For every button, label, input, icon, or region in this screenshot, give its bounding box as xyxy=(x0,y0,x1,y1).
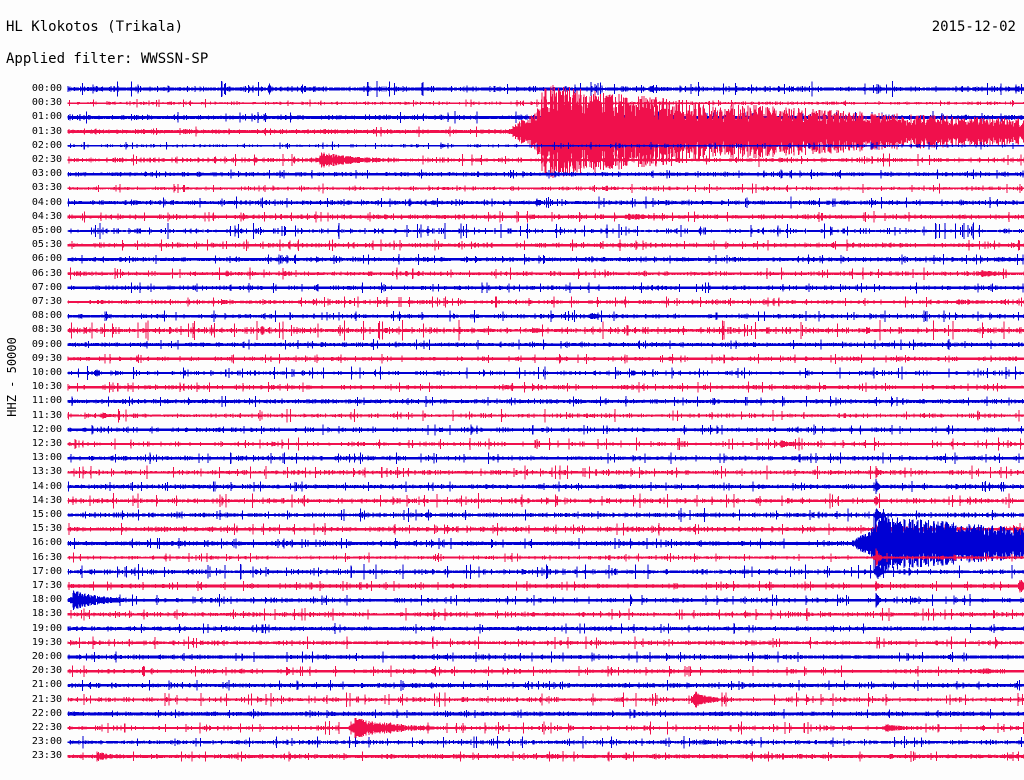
time-tick-label: 02:00 xyxy=(31,139,62,151)
station-title: HL Klokotos (Trikala) xyxy=(6,19,184,35)
time-tick-label: 21:00 xyxy=(31,679,62,691)
time-tick-label: 19:30 xyxy=(31,636,62,648)
seismic-trace xyxy=(67,395,1024,407)
time-tick-label: 20:00 xyxy=(31,651,62,662)
seismic-trace xyxy=(67,717,1024,739)
time-tick-label: 01:30 xyxy=(31,125,62,137)
seismic-trace xyxy=(67,590,1024,610)
time-tick-label: 07:00 xyxy=(31,281,62,293)
seismic-trace xyxy=(67,253,1024,265)
time-tick-label: 08:30 xyxy=(31,324,62,336)
seismic-trace xyxy=(67,353,1024,364)
seismic-trace xyxy=(67,548,1024,567)
time-tick-label: 22:00 xyxy=(31,707,62,719)
time-tick-label: 02:30 xyxy=(31,154,62,165)
seismic-trace xyxy=(67,665,1024,677)
time-tick-label: 14:00 xyxy=(31,480,62,492)
seismic-trace xyxy=(67,424,1024,436)
seismic-trace xyxy=(67,479,1024,495)
seismic-trace xyxy=(67,735,1024,749)
time-tick-label: 07:30 xyxy=(31,296,62,307)
time-tick-label: 13:00 xyxy=(31,452,62,464)
seismic-trace xyxy=(67,222,1024,240)
seismic-trace xyxy=(67,679,1024,691)
time-tick-label: 19:00 xyxy=(31,622,62,634)
time-tick-label: 10:30 xyxy=(31,381,62,393)
seismic-trace xyxy=(67,607,1024,621)
time-tick-label: 13:30 xyxy=(31,466,62,478)
seismic-trace xyxy=(67,339,1024,351)
time-tick-label: 06:30 xyxy=(31,267,62,279)
seismic-trace xyxy=(67,408,1024,423)
time-tick-label: 10:00 xyxy=(31,367,62,378)
seismic-trace xyxy=(67,239,1024,252)
seismic-trace xyxy=(67,196,1024,209)
seismic-trace xyxy=(67,636,1024,650)
time-tick-label: 05:00 xyxy=(31,225,62,236)
time-tick-label: 11:00 xyxy=(31,395,62,407)
time-tick-label: 17:30 xyxy=(31,580,62,591)
seismic-trace xyxy=(67,267,1024,280)
seismic-trace xyxy=(67,366,1024,380)
seismic-trace xyxy=(67,708,1024,719)
seismic-trace xyxy=(67,691,1024,708)
seismic-trace xyxy=(67,437,1024,451)
seismic-trace xyxy=(67,210,1024,223)
time-tick-label: 16:30 xyxy=(31,551,62,563)
time-tick-label: 15:00 xyxy=(31,509,62,520)
time-tick-label: 12:30 xyxy=(31,438,62,449)
time-tick-label: 23:00 xyxy=(31,736,62,748)
seismic-trace xyxy=(67,169,1024,179)
seismic-trace xyxy=(67,85,1024,178)
time-tick-label: 03:00 xyxy=(31,168,62,180)
seismic-trace xyxy=(67,282,1024,294)
time-tick-label: 03:30 xyxy=(31,182,62,194)
time-tick-label: 17:00 xyxy=(31,565,62,577)
time-tick-label: 08:00 xyxy=(31,310,62,322)
time-tick-label: 21:30 xyxy=(31,693,62,705)
seismic-trace xyxy=(67,81,1024,97)
time-tick-label: 18:00 xyxy=(31,594,62,606)
time-tick-label: 11:30 xyxy=(31,409,62,421)
time-tick-label: 09:30 xyxy=(31,352,62,364)
seismic-trace xyxy=(67,296,1024,308)
trace-canvas xyxy=(67,81,1024,762)
record-date: 2015-12-02 xyxy=(931,19,1016,35)
time-tick-label: 09:00 xyxy=(31,338,62,350)
seismic-trace xyxy=(67,651,1024,663)
time-tick-label: 23:30 xyxy=(31,750,62,762)
seismic-trace xyxy=(67,152,1024,168)
seismic-trace xyxy=(67,750,1024,762)
seismic-trace xyxy=(67,452,1024,465)
seismogram-plot: 00:00 00:30 01:00 01:30 02:00 02:30 03:00 03:30… xyxy=(0,78,1024,778)
time-tick-label: 05:30 xyxy=(31,239,62,251)
time-tick-label: 15:30 xyxy=(31,523,62,535)
seismic-trace xyxy=(67,493,1024,509)
seismic-trace xyxy=(67,465,1024,480)
time-tick-label: 00:00 xyxy=(31,83,62,94)
seismic-trace xyxy=(67,507,1024,523)
seismic-trace xyxy=(67,513,1024,573)
time-tick-label: 06:00 xyxy=(31,253,62,265)
time-tick-label: 18:30 xyxy=(31,608,62,620)
time-tick-label: 16:00 xyxy=(31,537,62,549)
seismic-trace xyxy=(67,320,1024,341)
time-tick-label: 20:30 xyxy=(31,665,62,677)
seismic-trace xyxy=(67,381,1024,393)
applied-filter-label: Applied filter: WWSSN-SP xyxy=(6,51,209,67)
time-tick-label: 22:30 xyxy=(31,722,62,733)
seismic-trace xyxy=(67,579,1024,593)
seismic-trace xyxy=(67,623,1024,635)
time-tick-label: 01:00 xyxy=(31,111,62,123)
seismic-trace xyxy=(67,183,1024,194)
time-tick-label: 04:00 xyxy=(31,196,62,208)
time-tick-label: 00:30 xyxy=(31,97,62,109)
time-tick-label: 04:30 xyxy=(31,210,62,222)
time-tick-label: 14:30 xyxy=(31,494,62,506)
time-tick-label: 12:00 xyxy=(31,423,62,435)
seismic-trace xyxy=(67,141,1024,150)
seismic-trace xyxy=(67,563,1024,580)
seismic-trace xyxy=(67,310,1024,323)
